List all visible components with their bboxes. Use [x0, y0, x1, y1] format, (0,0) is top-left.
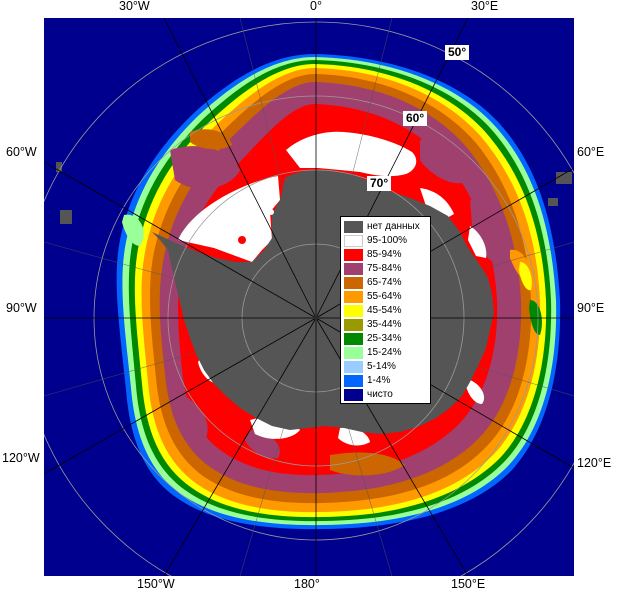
legend-label: 65-74% [367, 277, 402, 288]
lon-label-150e: 150°E [451, 577, 486, 591]
legend-label: чисто [367, 389, 393, 400]
legend-label: 1-4% [367, 375, 391, 386]
lon-label-90e: 90°E [577, 301, 605, 315]
legend-swatch [344, 248, 363, 261]
legend-item: 15-24% [344, 346, 401, 359]
legend-item: 5-14% [344, 360, 396, 373]
sea-ice-map-svg [44, 18, 574, 576]
legend-swatch [344, 318, 363, 331]
legend: нет данных 95-100% 85-94% 75-84% 65-74% … [340, 216, 431, 404]
legend-item: чисто [344, 388, 393, 401]
lon-label-120e: 120°E [577, 456, 612, 470]
legend-item: 75-84% [344, 262, 401, 275]
legend-swatch [344, 262, 363, 275]
legend-label: 85-94% [367, 249, 402, 260]
legend-item: нет данных [344, 220, 420, 233]
lat-label-50: 50° [445, 45, 470, 60]
polar-map: 50° 60° 70° [44, 18, 574, 576]
legend-swatch [344, 290, 363, 303]
lon-label-120w: 120°W [2, 451, 40, 465]
legend-label: 5-14% [367, 361, 396, 372]
legend-label: 95-100% [367, 235, 408, 246]
legend-label: 15-24% [367, 347, 402, 358]
lon-label-30e: 30°E [471, 0, 499, 13]
lon-label-90w: 90°W [6, 301, 37, 315]
legend-swatch [344, 374, 363, 387]
legend-swatch [344, 276, 363, 289]
legend-label: 25-34% [367, 333, 402, 344]
legend-label: 45-54% [367, 305, 402, 316]
lon-label-30w: 30°W [119, 0, 150, 13]
legend-item: 1-4% [344, 374, 390, 387]
legend-label: 75-84% [367, 263, 402, 274]
legend-item: 65-74% [344, 276, 401, 289]
lon-label-0: 0° [310, 0, 322, 13]
legend-label: нет данных [367, 221, 420, 232]
legend-item: 35-44% [344, 318, 401, 331]
lon-label-60w: 60°W [6, 145, 37, 159]
lat-label-60: 60° [403, 111, 428, 126]
legend-label: 35-44% [367, 319, 402, 330]
legend-label: 55-64% [367, 291, 402, 302]
legend-item: 95-100% [344, 234, 407, 247]
legend-swatch [344, 388, 363, 401]
legend-swatch [344, 234, 363, 247]
lon-label-150w: 150°W [137, 577, 175, 591]
legend-swatch [344, 332, 363, 345]
lat-label-70: 70° [367, 176, 392, 191]
legend-item: 45-54% [344, 304, 401, 317]
legend-item: 25-34% [344, 332, 401, 345]
legend-swatch [344, 346, 363, 359]
legend-item: 55-64% [344, 290, 401, 303]
lon-label-60e: 60°E [577, 145, 605, 159]
legend-swatch [344, 304, 363, 317]
lon-label-180: 180° [294, 577, 320, 591]
legend-swatch [344, 360, 363, 373]
legend-item: 85-94% [344, 248, 401, 261]
legend-swatch [344, 220, 363, 233]
